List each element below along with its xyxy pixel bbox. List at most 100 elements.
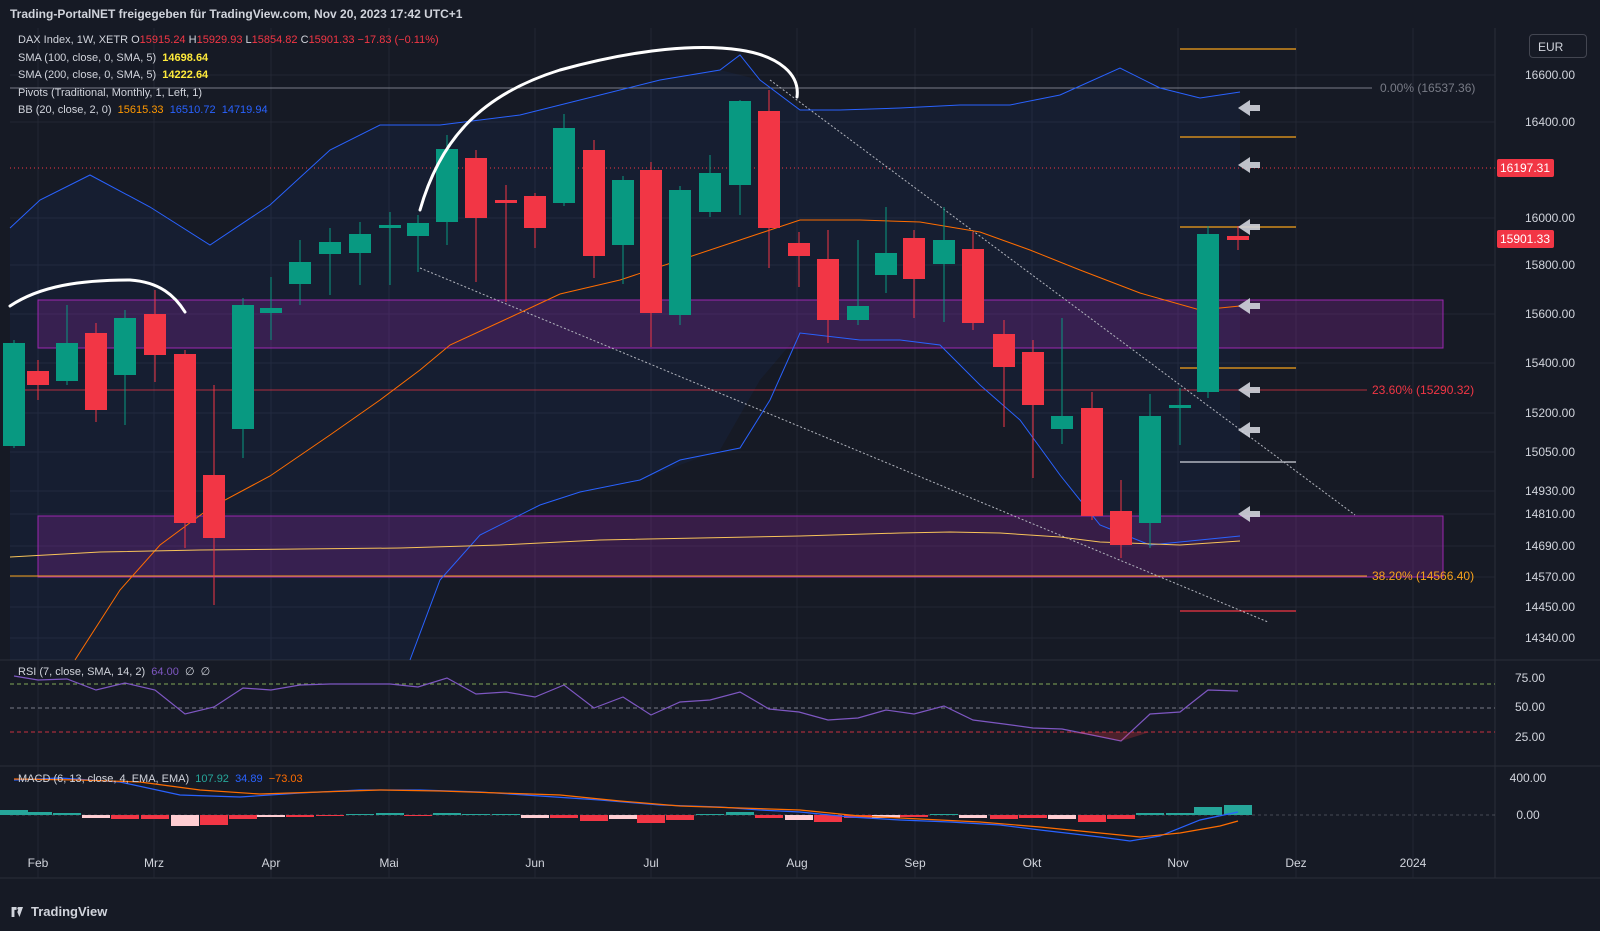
tradingview-logo-icon (11, 907, 23, 917)
candle-body-5 (144, 314, 166, 355)
macd-legend[interactable]: MACD (6, 13, close, 4, EMA, EMA) 107.92 … (18, 771, 303, 789)
legend-symbol-row[interactable]: DAX Index, 1W, XETR O15915.24 H15929.93 … (18, 32, 439, 50)
price-tick-label: 15800.00 (1525, 258, 1575, 272)
candle-body-20 (583, 150, 605, 256)
candle-body-8 (232, 305, 254, 429)
price-tick-label: 16400.00 (1525, 115, 1575, 129)
candle-body-41 (1197, 234, 1219, 392)
time-tick-label: Dez (1285, 856, 1306, 870)
macd-hist-bar-34 (990, 815, 1018, 819)
macd-hist-bar-2 (53, 813, 81, 815)
macd-hist-bar-20 (580, 815, 608, 821)
legend-rsi-n2: ∅ (200, 666, 211, 678)
candle-body-6 (174, 354, 196, 523)
legend-sma200-value: 14222.64 (162, 69, 209, 81)
legend-bb-v1: 15615.33 (117, 104, 164, 116)
legend-symbol: DAX Index, 1W, XETR (18, 34, 129, 46)
last-price-tag (1497, 230, 1554, 248)
legend-sma200-row[interactable]: SMA (200, close, 0, SMA, 5) 14222.64 (18, 67, 439, 85)
candle-body-28 (817, 259, 839, 320)
macd-hist-bar-26 (755, 815, 783, 818)
macd-hist-bar-10 (286, 815, 314, 817)
legend-sma200-label: SMA (200, close, 0, SMA, 5) (18, 69, 157, 81)
fib-label-0: 0.00% (16537.36) (1380, 81, 1475, 95)
support-zone (37, 515, 1444, 578)
rsi-line (13, 675, 1239, 742)
level-price-label: 16197.31 (1500, 161, 1550, 175)
macd-hist-bar-11 (316, 815, 344, 816)
candle-body-34 (993, 334, 1015, 367)
macd-hist-bar-32 (930, 814, 958, 815)
fib-label-236: 23.60% (15290.32) (1372, 383, 1474, 397)
time-tick-label: Aug (786, 856, 807, 870)
macd-tick-label: 400.00 (1510, 771, 1547, 785)
macd-hist-bar-40 (1166, 813, 1194, 815)
last-price-label: 15901.33 (1500, 232, 1550, 246)
macd-hist-bar-1 (24, 812, 52, 815)
arrow-left-icon (1238, 157, 1260, 173)
arrow-left-icon (1238, 422, 1260, 438)
legend-bb-v2: 16510.72 (169, 104, 216, 116)
candle-body-37 (1081, 408, 1103, 516)
trendline-upper (769, 79, 1356, 516)
time-tick-label: Nov (1167, 856, 1188, 870)
macd-hist-bar-25 (726, 812, 754, 815)
macd-hist-bar-28 (814, 815, 842, 822)
macd-hist-bar-42 (1224, 805, 1252, 815)
macd-hist-bar-35 (1019, 815, 1047, 818)
legend-macd-label: MACD (6, 13, close, 4, EMA, EMA) (18, 773, 190, 785)
macd-hist-bar-5 (141, 815, 169, 819)
legend-rsi-value: 64.00 (151, 666, 179, 678)
legend-macd-v3: −73.03 (268, 773, 303, 785)
legend-rsi-label: RSI (7, close, SMA, 14, 2) (18, 666, 146, 678)
legend-pivots-row[interactable]: Pivots (Traditional, Monthly, 1, Left, 1… (18, 85, 439, 103)
price-tick-label: 14930.00 (1525, 484, 1575, 498)
drawing-arc-left (8, 278, 187, 314)
macd-hist-bar-23 (666, 815, 694, 820)
trendline-lower (419, 267, 1269, 623)
legend-change: −17.83 (−0.11%) (357, 34, 439, 46)
share-header: Trading-PortalNET freigegeben für Tradin… (0, 0, 1600, 28)
macd-hist-bar-31 (900, 815, 928, 817)
legend-bb-row[interactable]: BB (20, close, 2, 0) 15615.33 16510.72 1… (18, 102, 439, 120)
share-header-text: Trading-PortalNET freigegeben für Tradin… (10, 7, 463, 21)
macd-hist-bar-8 (229, 815, 257, 819)
candle-body-15 (436, 149, 458, 222)
macd-hist-bar-0 (0, 810, 28, 815)
bb-lower-line (409, 332, 1241, 661)
legend-bb-label: BB (20, close, 2, 0) (18, 104, 112, 116)
tradingview-footer: TradingView (10, 904, 107, 919)
rsi-oversold-fill (1062, 732, 1150, 741)
macd-hist-bar-14 (404, 815, 432, 816)
price-tick-label: 14570.00 (1525, 570, 1575, 584)
price-tick-label: 15600.00 (1525, 307, 1575, 321)
price-tick-label: 14340.00 (1525, 631, 1575, 645)
candle-body-19 (553, 128, 575, 203)
legend-high: 15929.93 (196, 34, 243, 46)
candle-body-16 (465, 158, 487, 218)
macd-hist-bar-4 (111, 815, 139, 819)
rsi-legend[interactable]: RSI (7, close, SMA, 14, 2) 64.00 ∅ ∅ (18, 664, 210, 682)
time-tick-label: Mrz (144, 856, 164, 870)
candle-body-39 (1139, 416, 1161, 523)
rsi-tick-label: 75.00 (1515, 671, 1545, 685)
arrow-left-icon (1238, 100, 1260, 116)
legend-bb-v3: 14719.94 (221, 104, 268, 116)
candle-body-27 (788, 243, 810, 256)
macd-signal-line (13, 778, 1239, 838)
rsi-tick-label: 50.00 (1515, 700, 1545, 714)
candle-body-22 (640, 170, 662, 313)
arrow-left-icon (1238, 506, 1260, 522)
footer-brand: TradingView (31, 904, 108, 919)
macd-tick-label: 0.00 (1516, 808, 1540, 822)
arrow-left-icon (1238, 382, 1260, 398)
macd-hist-bar-24 (696, 814, 724, 815)
legend-open-label: O (131, 34, 140, 46)
legend-sma100-row[interactable]: SMA (100, close, 0, SMA, 5) 14698.64 (18, 50, 439, 68)
macd-hist-bar-37 (1078, 815, 1106, 822)
legend-sma100-label: SMA (100, close, 0, SMA, 5) (18, 51, 157, 64)
price-tick-label: 14450.00 (1525, 600, 1575, 614)
currency-button[interactable]: EUR (1529, 34, 1587, 58)
candle-body-11 (319, 242, 341, 254)
